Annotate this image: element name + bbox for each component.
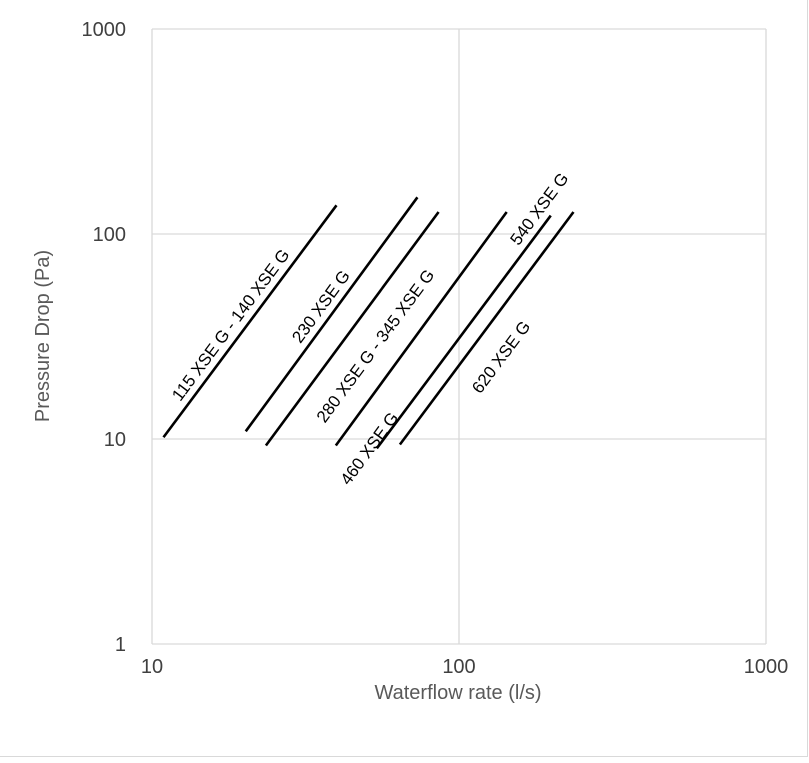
series-line: [244, 196, 419, 433]
series-line: [375, 214, 552, 450]
y-tick-label: 1000: [82, 19, 127, 41]
x-tick-label: 10: [141, 656, 163, 678]
series-line: [162, 204, 338, 439]
series-line: [264, 211, 440, 447]
y-axis-title: Pressure Drop (Pa): [32, 250, 54, 422]
y-tick-label: 100: [93, 224, 126, 246]
series-line: [334, 211, 508, 447]
grid-layer: [151, 28, 767, 645]
y-axis-ticks: 1 10 100 1000: [82, 19, 127, 656]
series-layer: [162, 196, 575, 450]
y-tick-label: 10: [104, 429, 126, 451]
y-tick-label: 1: [115, 634, 126, 656]
series-line: [398, 211, 575, 446]
x-tick-label: 1000: [744, 656, 789, 678]
x-axis-ticks: 10 100 1000: [141, 656, 788, 678]
x-tick-label: 100: [442, 656, 475, 678]
x-axis-title: Waterflow rate (l/s): [374, 682, 541, 704]
